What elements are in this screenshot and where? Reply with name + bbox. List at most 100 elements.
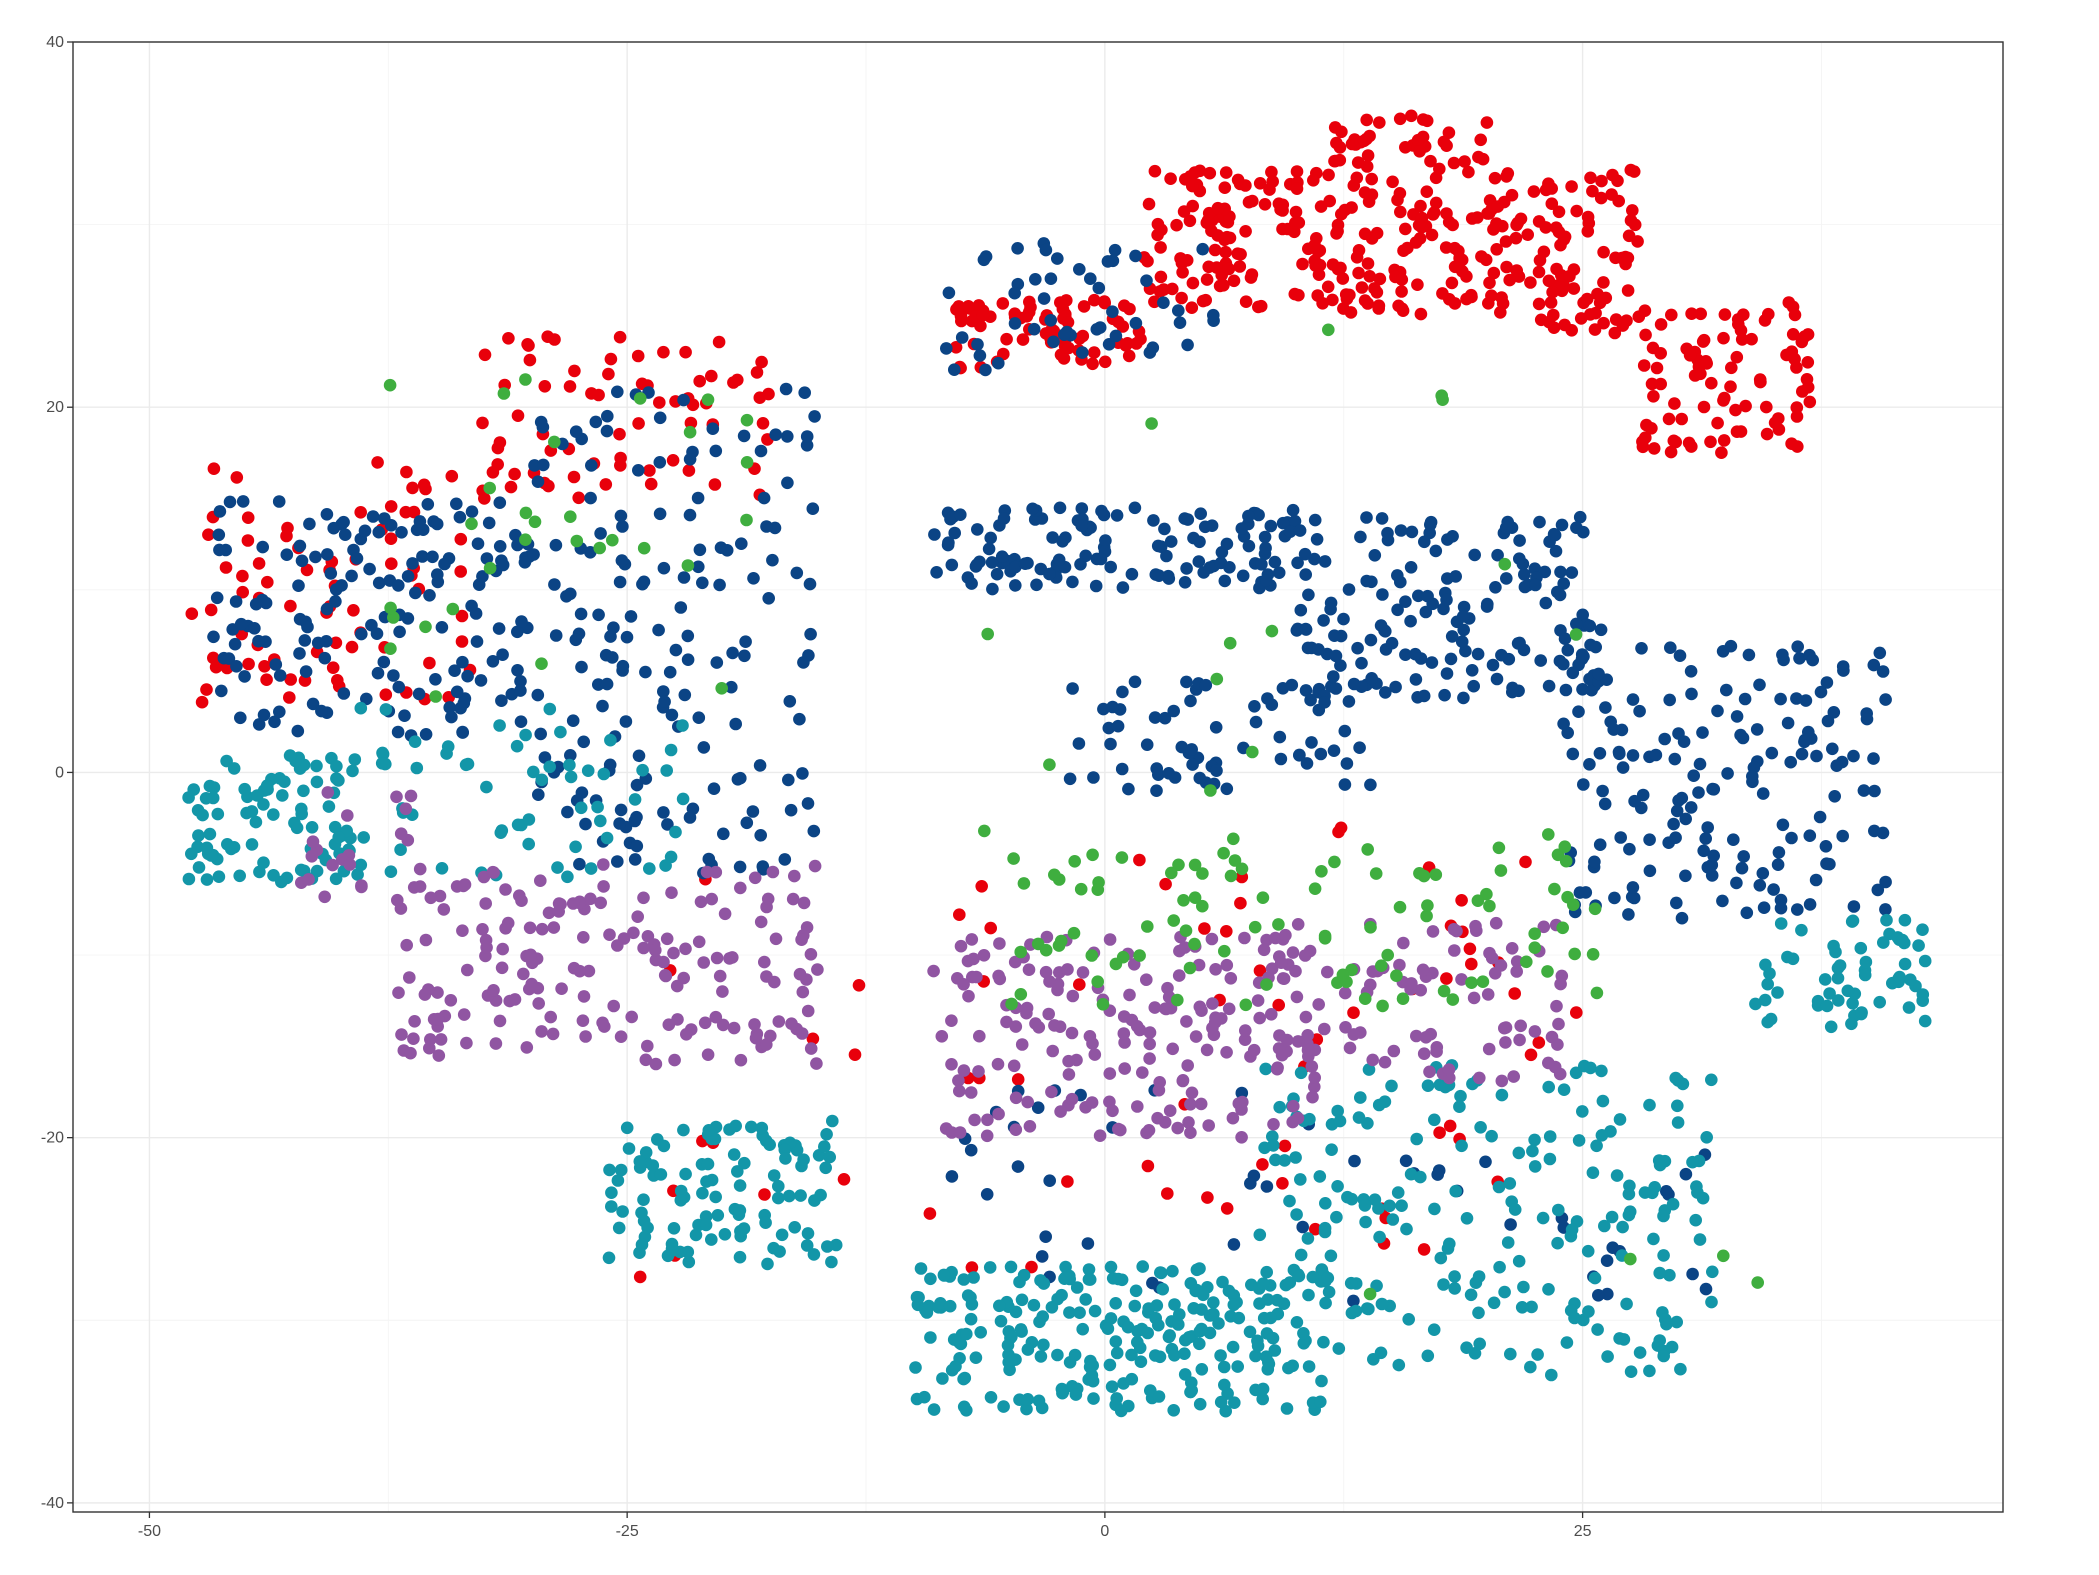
scatter-point-navy [295,554,309,568]
scatter-point-red [962,300,975,313]
scatter-point-teal [1613,1332,1626,1345]
scatter-point-red [1098,296,1111,310]
scatter-point-navy [1109,329,1123,343]
scatter-point-purple [321,786,335,799]
scatter-point-navy [1480,600,1494,613]
scatter-point-navy [1235,522,1249,535]
scatter-point-navy [1173,316,1187,330]
scatter-point-navy [674,601,688,614]
scatter-point-green [1717,1249,1730,1263]
scatter-point-red [230,471,244,484]
scatter-point-red [682,464,696,477]
scatter-point-navy [1684,801,1698,814]
scatter-point-red [1011,1073,1025,1086]
scatter-point-teal [651,1133,664,1146]
scatter-point-teal [192,861,206,874]
scatter-point-purple [1537,920,1551,934]
scatter-point-teal [494,826,508,839]
scatter-point-purple [758,955,771,969]
scatter-point-navy [1573,510,1587,524]
scatter-point-navy [456,655,469,669]
scatter-point-red [242,657,255,671]
scatter-point-red [996,297,1010,310]
scatter-point-navy [606,651,619,664]
scatter-point-red [1563,269,1576,283]
scatter-point-teal [1686,1155,1699,1169]
scatter-point-navy [1375,512,1389,525]
scatter-point-purple [1488,967,1502,980]
scatter-point-navy [1242,509,1255,523]
scatter-point-navy [658,695,671,708]
scatter-point-red [1465,290,1478,304]
y-tick-label: -20 [41,1130,64,1147]
scatter-point-navy [448,664,461,677]
scatter-point-navy [1305,736,1318,749]
scatter-point-red [1796,385,1809,398]
scatter-point-purple [705,892,718,906]
scatter-point-navy [652,623,665,637]
scatter-point-red [200,683,213,696]
scatter-point-navy [1716,894,1729,908]
scatter-point-teal [1595,1129,1609,1142]
scatter-point-purple [1106,1104,1119,1118]
scatter-point-navy [1513,552,1526,565]
scatter-point-navy [1210,764,1223,777]
scatter-point-red [1581,210,1595,224]
scatter-point-navy [766,553,779,567]
scatter-point-navy [1089,579,1103,593]
scatter-point-navy [1599,701,1612,714]
scatter-point-green [1558,840,1572,853]
scatter-point-red [454,532,468,546]
scatter-point-purple [992,1107,1005,1121]
scatter-point-teal [1591,1323,1604,1336]
scatter-point-navy [738,649,751,663]
scatter-point-navy [370,627,384,640]
scatter-point-teal [1896,933,1909,947]
scatter-point-purple [1414,983,1427,997]
scatter-point-teal [410,761,424,775]
scatter-point-teal [1855,1006,1868,1019]
scatter-point-navy [1417,689,1431,703]
scatter-point-teal [924,1272,937,1286]
scatter-point-red [1118,299,1131,313]
scatter-point-red [1606,168,1619,182]
scatter-point-red [705,369,718,383]
scatter-point-navy [1293,524,1307,537]
scatter-point-navy [1058,328,1071,342]
scatter-point-green [1179,924,1193,937]
scatter-point-red [283,691,296,704]
scatter-point-navy [223,495,237,509]
scatter-point-navy [1664,641,1677,654]
scatter-point-purple [1554,977,1567,991]
scatter-point-red [1637,359,1651,372]
scatter-point-navy [1736,731,1750,745]
scatter-point-purple [1513,1033,1526,1047]
scatter-point-teal [755,1121,769,1135]
scatter-point-purple [1117,1010,1131,1023]
scatter-point-navy [1663,693,1676,707]
scatter-point-navy [653,507,667,521]
scatter-point-navy [318,651,332,665]
scatter-point-red [1265,165,1278,179]
scatter-point-purple [804,948,818,961]
scatter-point-teal [1083,1273,1097,1286]
scatter-point-red [1580,292,1594,306]
scatter-point-navy [1819,840,1833,853]
scatter-point-green [1183,961,1197,975]
scatter-point-navy [1614,831,1627,844]
scatter-point-purple [734,881,747,895]
scatter-point-red [1350,250,1364,264]
scatter-point-navy [1192,555,1206,568]
scatter-point-red [1527,185,1541,198]
scatter-point-green [1054,934,1068,948]
scatter-point-teal [826,1114,839,1128]
scatter-point-teal [1395,1199,1408,1212]
scatter-point-red [1176,266,1189,279]
scatter-point-navy [1009,560,1022,574]
scatter-point-teal [569,840,582,854]
scatter-point-teal [936,1372,949,1385]
scatter-point-teal [1543,1152,1557,1166]
scatter-point-purple [424,1033,437,1046]
scatter-point-red [567,470,581,484]
scatter-point-green [483,481,497,495]
